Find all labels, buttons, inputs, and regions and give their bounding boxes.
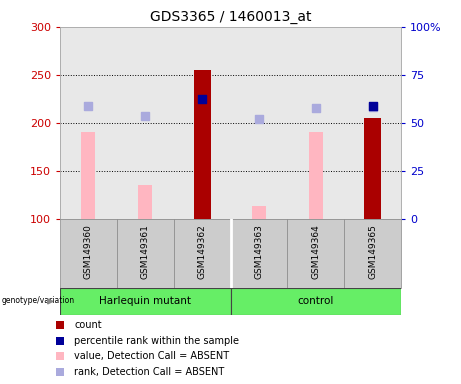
Bar xyxy=(287,219,344,288)
Title: GDS3365 / 1460013_at: GDS3365 / 1460013_at xyxy=(150,10,311,25)
Text: GSM149365: GSM149365 xyxy=(368,224,377,279)
Bar xyxy=(60,219,117,288)
Text: Harlequin mutant: Harlequin mutant xyxy=(99,296,191,306)
Bar xyxy=(252,207,266,219)
Text: genotype/variation: genotype/variation xyxy=(1,296,74,305)
Bar xyxy=(309,132,323,219)
Bar xyxy=(364,118,381,219)
Bar xyxy=(81,132,95,219)
Bar xyxy=(60,288,230,315)
Text: percentile rank within the sample: percentile rank within the sample xyxy=(74,336,239,346)
Text: count: count xyxy=(74,320,102,330)
Text: value, Detection Call = ABSENT: value, Detection Call = ABSENT xyxy=(74,351,230,361)
Text: GSM149360: GSM149360 xyxy=(84,224,93,279)
Bar xyxy=(230,288,401,315)
Point xyxy=(56,353,64,359)
Point xyxy=(312,106,319,112)
Bar xyxy=(174,219,230,288)
Bar xyxy=(344,219,401,288)
Point xyxy=(198,96,206,102)
Point xyxy=(369,104,376,110)
Point xyxy=(56,369,64,375)
Point xyxy=(56,322,64,328)
Bar xyxy=(230,219,287,288)
Bar xyxy=(138,185,152,219)
Text: GSM149363: GSM149363 xyxy=(254,224,263,279)
Text: GSM149362: GSM149362 xyxy=(198,224,207,279)
Bar xyxy=(117,219,174,288)
Point xyxy=(142,113,149,119)
Bar xyxy=(194,70,211,219)
Point xyxy=(369,103,376,109)
Text: rank, Detection Call = ABSENT: rank, Detection Call = ABSENT xyxy=(74,367,225,377)
Point xyxy=(85,103,92,109)
Text: control: control xyxy=(298,296,334,306)
Point xyxy=(255,116,263,122)
Text: GSM149361: GSM149361 xyxy=(141,224,150,279)
Text: GSM149364: GSM149364 xyxy=(311,224,320,279)
Point xyxy=(56,338,64,344)
